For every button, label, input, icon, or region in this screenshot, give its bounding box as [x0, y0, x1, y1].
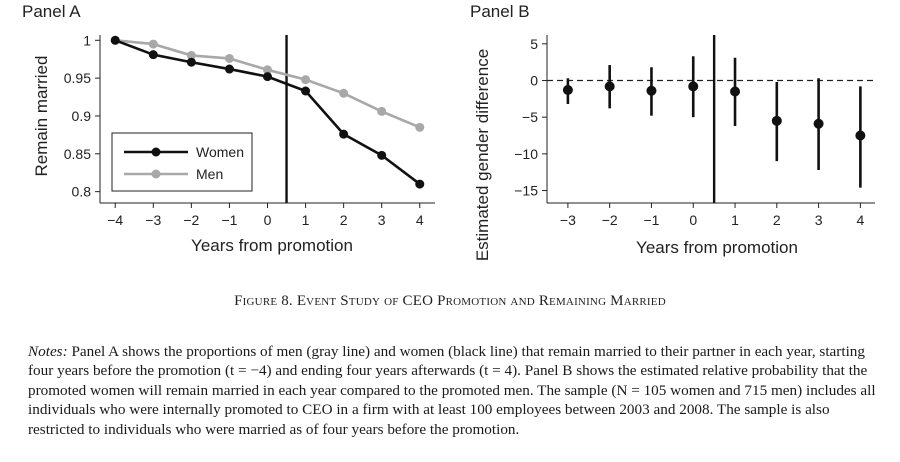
data-point-women — [263, 72, 272, 82]
panel-b-y-tick-label: −15 — [514, 183, 538, 199]
legend-box — [111, 132, 253, 192]
panel-b-x-tick-label: −3 — [560, 212, 576, 228]
legend-men-label: Men — [196, 166, 223, 182]
panel-b-y-tick-label: −5 — [522, 109, 538, 125]
panel-a-x-tick-label: 4 — [416, 212, 424, 228]
panel-b-x-tick-label: −2 — [602, 212, 618, 228]
legend-women-marker — [151, 147, 161, 157]
panel-a-y-tick-label: 0.9 — [72, 108, 92, 124]
point-estimate — [730, 86, 741, 97]
panel-b-x-tick-label: 0 — [689, 212, 697, 228]
data-point-women — [110, 35, 120, 45]
point-estimate — [771, 115, 782, 126]
panel-b-x-tick-label: −1 — [643, 212, 659, 228]
legend-women-label: Women — [196, 144, 244, 160]
panel-b-x-axis-label: Years from promotion — [636, 238, 798, 257]
point-estimate — [562, 85, 573, 96]
data-point-women — [301, 86, 311, 96]
panel-a-x-tick-label: −1 — [221, 212, 237, 228]
point-estimate — [688, 81, 699, 92]
data-point-men — [415, 122, 425, 132]
panel-a-y-tick-label: 1 — [83, 32, 91, 48]
figure-notes: Notes: Panel A shows the proportions of … — [28, 342, 880, 439]
panel-a-y-tick-label: 0.95 — [64, 70, 91, 86]
data-point-women — [186, 57, 196, 67]
data-point-men — [148, 39, 158, 49]
panel-b-x-tick-label: 2 — [773, 212, 781, 228]
panel-a-x-axis-label: Years from promotion — [191, 236, 353, 255]
legend-men-marker — [151, 169, 161, 179]
panel-a-y-axis-label: Remain married — [32, 56, 51, 177]
panel-a-y-tick-label: 0.85 — [64, 146, 91, 162]
data-point-men — [377, 106, 387, 116]
point-estimate — [646, 85, 657, 96]
series-line-men — [115, 39, 421, 129]
data-point-men — [301, 75, 311, 85]
panel-a-x-tick-label: −4 — [107, 212, 123, 228]
panel-a-x-tick-label: 0 — [264, 212, 272, 228]
data-point-men — [263, 65, 272, 75]
notes-label: Notes: — [28, 343, 68, 360]
panel-a-x-tick-label: 2 — [340, 212, 348, 228]
data-point-women — [415, 179, 425, 189]
panel-b-x-tick-label: 4 — [856, 212, 864, 228]
panel-b-y-axis-label: Estimated gender difference — [473, 49, 492, 261]
panel-b-y-tick-label: 0 — [530, 72, 538, 88]
panel-a-title: Panel A — [22, 2, 81, 21]
panel-a-y-tick-label: 0.8 — [72, 184, 92, 200]
panel-b-x-tick-label: 1 — [731, 212, 739, 228]
point-estimate — [813, 118, 824, 129]
panel-a-chart: 0.8 0.85 0.9 0.95 1 −4 −3 −2 −1 0 1 2 3 4 Years from … — [32, 32, 435, 255]
panel-b-y-tick-label: 5 — [530, 36, 538, 52]
data-point-men — [224, 53, 234, 63]
point-estimate — [604, 81, 615, 92]
data-point-women — [339, 129, 349, 139]
data-point-women — [224, 64, 234, 74]
point-estimate — [855, 130, 866, 141]
data-point-women — [377, 150, 387, 160]
notes-text: Panel A shows the proportions of men (gr… — [28, 343, 876, 438]
panel-a-x-tick-label: −3 — [145, 212, 161, 228]
panel-a-legend: Women Men — [111, 132, 253, 192]
panel-a-x-tick-label: 1 — [302, 212, 310, 228]
panel-b-title: Panel B — [470, 2, 530, 21]
panel-b-x-tick-label: 3 — [815, 212, 823, 228]
panel-a-x-tick-label: 3 — [378, 212, 386, 228]
panel-a-x-tick-label: −2 — [183, 212, 199, 228]
panel-b-chart: 50−5−10−15−3 −2 −1 0 1 2 3 4 Years from promoti… — [473, 35, 875, 261]
data-point-women — [148, 50, 158, 60]
data-point-men — [186, 50, 196, 60]
data-point-men — [339, 88, 349, 98]
panel-b-y-tick-label: −10 — [514, 146, 538, 162]
figure-caption: Figure 8. Event Study of CEO Promotion a… — [234, 293, 666, 309]
